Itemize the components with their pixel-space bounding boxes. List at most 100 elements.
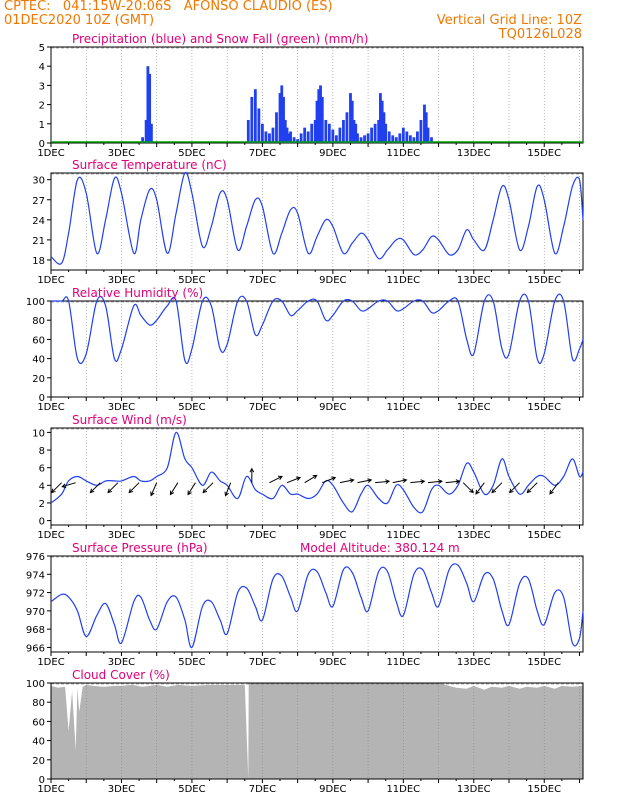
wind-arrow-head — [420, 479, 426, 484]
wind-y-tick-label: 4 — [39, 481, 45, 492]
temp-x-tick-label: 9DEC — [319, 275, 346, 286]
pres-x-tick-label: 13DEC — [457, 657, 491, 668]
precip-bar — [315, 100, 319, 143]
precip-bar — [260, 123, 264, 143]
cloud-y-tick-label: 60 — [32, 717, 45, 728]
precip-bar — [373, 123, 377, 143]
pres-x-tick-label: 3DEC — [108, 657, 135, 668]
wind-arrow — [202, 482, 214, 493]
precip-bar — [350, 100, 354, 143]
precip-title: Precipitation (blue) and Snow Fall (gree… — [72, 32, 368, 46]
precip-bar — [412, 137, 416, 143]
wind-arrow-head — [277, 475, 283, 480]
rh-x-tick-label: 13DEC — [457, 402, 491, 413]
precip-x-tick-label: 15DEC — [527, 148, 561, 159]
cloud-y-tick-label: 0 — [39, 775, 45, 786]
precip-bar — [310, 123, 314, 143]
precip-x-tick-label: 11DEC — [386, 148, 420, 159]
precip-bar — [345, 112, 349, 143]
temp-series-line — [50, 171, 584, 265]
precip-bar — [317, 89, 321, 143]
wind-arrow-head — [469, 488, 474, 494]
cloud-y-tick-label: 100 — [26, 679, 45, 690]
temp-frame — [50, 172, 584, 271]
pres-frame — [50, 555, 584, 653]
wind-arrow — [128, 482, 140, 493]
pres-panel — [47, 555, 584, 656]
precip-bar — [150, 123, 153, 143]
precip-x-tick-label: 5DEC — [178, 148, 205, 159]
precip-bar — [287, 133, 291, 143]
precip-y-tick-label: 4 — [39, 62, 45, 73]
precip-bar — [356, 133, 359, 143]
precip-y-tick-label: 2 — [39, 101, 45, 112]
precip-bar — [303, 127, 307, 143]
precip-bar — [426, 127, 430, 143]
wind-y-tick-label: 6 — [39, 464, 45, 475]
precip-bar — [250, 96, 254, 143]
pres-x-tick-label: 1DEC — [37, 657, 64, 668]
cloud-title: Cloud Cover (%) — [72, 668, 170, 682]
wind-arrow-head — [549, 489, 554, 495]
precip-panel — [47, 46, 584, 147]
cloud-y-tick-label: 80 — [32, 698, 45, 709]
wind-arrow — [445, 480, 460, 484]
precip-bar — [264, 131, 268, 143]
wind-arrow — [357, 479, 372, 484]
precip-bar — [380, 100, 384, 143]
precip-bar — [324, 119, 328, 143]
precip-bar — [253, 89, 257, 143]
precip-bar — [285, 127, 289, 143]
precip-y-tick-label: 1 — [39, 120, 45, 131]
cloud-y-tick-label: 20 — [32, 756, 45, 767]
temp-x-tick-label: 7DEC — [249, 275, 276, 286]
pres-y-tick-label: 968 — [26, 625, 45, 636]
wind-arrow — [509, 482, 520, 493]
precip-bar — [394, 137, 398, 143]
wind-arrow — [286, 477, 301, 484]
precip-bar — [313, 119, 317, 143]
temp-y-tick-label: 30 — [32, 176, 45, 187]
pres-y-tick-label: 974 — [26, 570, 45, 581]
precip-bar — [363, 135, 366, 143]
precip-bar — [289, 131, 292, 143]
cloud-x-tick-label: 15DEC — [527, 784, 561, 795]
pres-title: Surface Pressure (hPa) — [72, 541, 208, 555]
rh-series-line — [50, 293, 584, 365]
precip-y-tick-label: 5 — [39, 43, 45, 54]
wind-arrow-head — [508, 488, 514, 494]
precip-bar — [319, 85, 322, 143]
wind-x-tick-label: 5DEC — [178, 530, 205, 541]
wind-arrow — [90, 482, 101, 493]
precip-bar — [366, 133, 370, 143]
grid-note-header: Vertical Grid Line: 10Z — [436, 13, 582, 28]
precip-bar — [334, 135, 338, 143]
wind-arrow-head — [349, 478, 355, 483]
run-time-header: 01DEC2020 10Z (GMT) — [4, 13, 155, 28]
rh-x-tick-label: 15DEC — [527, 402, 561, 413]
rh-x-tick-label: 11DEC — [386, 402, 420, 413]
precip-bar — [384, 123, 388, 143]
precip-bar — [398, 133, 402, 143]
precip-x-tick-label: 13DEC — [457, 148, 491, 159]
wind-arrow-head — [438, 479, 443, 484]
temp-y-tick-label: 24 — [32, 216, 45, 227]
temp-y-tick-label: 21 — [32, 236, 45, 247]
pres-x-tick-label: 9DEC — [319, 657, 346, 668]
precip-bar — [299, 133, 303, 143]
cloud-x-tick-label: 9DEC — [319, 784, 346, 795]
wind-y-tick-label: 10 — [32, 428, 45, 439]
pres-y-tick-label: 970 — [26, 607, 45, 618]
precip-bar — [278, 93, 282, 143]
wind-panel — [47, 427, 584, 529]
wind-x-tick-label: 15DEC — [527, 530, 561, 541]
rh-y-tick-label: 40 — [32, 355, 45, 366]
temp-x-tick-label: 11DEC — [386, 275, 420, 286]
temp-panel — [47, 171, 584, 274]
cloud-y-tick-label: 40 — [32, 737, 45, 748]
rh-y-tick-label: 80 — [32, 316, 45, 327]
wind-arrow-head — [475, 489, 480, 495]
wind-arrow-head — [50, 488, 56, 494]
pres-series-line — [50, 563, 584, 649]
